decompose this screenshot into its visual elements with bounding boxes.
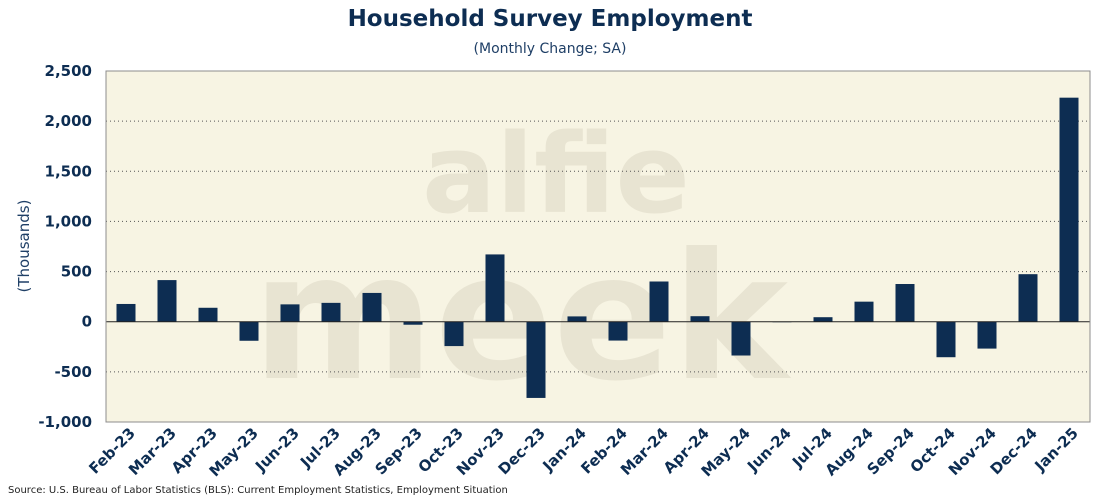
x-tick-label: Jun-23: [251, 424, 303, 476]
y-tick-label: -1,000: [38, 413, 92, 431]
bar: [1018, 274, 1038, 322]
bar: [731, 321, 751, 356]
y-tick-label: -500: [54, 363, 92, 381]
y-tick-label: 1,000: [45, 212, 92, 230]
source-note: Source: U.S. Bureau of Labor Statistics …: [8, 485, 508, 496]
bar: [362, 292, 382, 322]
bar: [116, 303, 136, 322]
x-tick-label: Jun-24: [743, 424, 795, 476]
bar: [1059, 97, 1079, 322]
bar: [813, 317, 833, 322]
y-tick-label: 500: [61, 263, 92, 281]
x-tick-label: Jan-25: [1031, 424, 1082, 475]
plot-area: [106, 71, 1090, 422]
bar: [936, 321, 956, 358]
bar: [526, 321, 546, 398]
plot-border: [105, 70, 1091, 423]
chart-subtitle: (Monthly Change; SA): [473, 41, 627, 57]
bar: [239, 321, 259, 341]
bar: [690, 316, 710, 322]
bar: [198, 307, 218, 322]
bar: [444, 321, 464, 347]
bar: [608, 321, 628, 341]
y-tick-label: 2,000: [45, 112, 92, 130]
bar: [485, 254, 505, 322]
bar: [649, 281, 669, 322]
bar: [280, 304, 300, 322]
bar: [403, 321, 423, 325]
bar: [977, 321, 997, 349]
y-tick-label: 0: [82, 313, 92, 331]
bar: [157, 280, 177, 322]
bar: [567, 316, 587, 322]
chart-title: Household Survey Employment: [347, 6, 753, 32]
watermark-text-top: alfie: [422, 110, 690, 238]
bar: [321, 302, 341, 322]
bar: [895, 284, 915, 322]
y-tick-label: 2,500: [45, 62, 92, 80]
y-tick-label: 1,500: [45, 162, 92, 180]
bar: [854, 301, 874, 322]
